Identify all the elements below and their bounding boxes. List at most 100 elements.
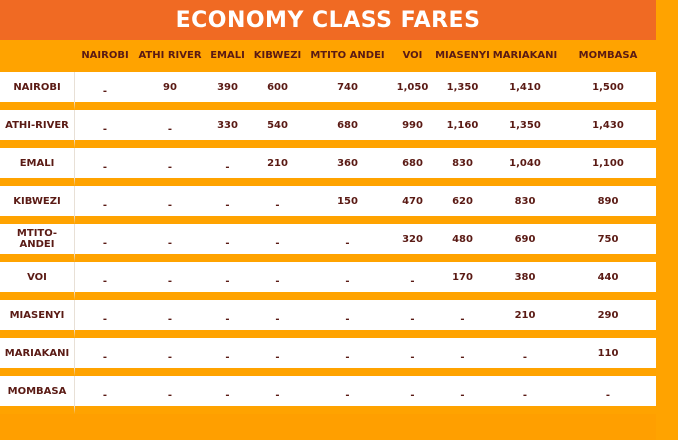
- fare-value: -: [102, 161, 108, 173]
- fare-cell: -: [250, 376, 305, 414]
- fare-value: 1,350: [509, 119, 541, 131]
- fare-value: 380: [514, 271, 536, 283]
- fare-value: -: [275, 275, 280, 287]
- fare-value: -: [225, 199, 230, 211]
- title-bar: ECONOMY CLASS FARES: [0, 0, 656, 40]
- fare-cell: 440: [560, 262, 656, 300]
- fare-value: -: [345, 313, 350, 325]
- row-header: KIBWEZI: [0, 186, 75, 224]
- fare-value: -: [225, 275, 230, 287]
- row-header: MOMBASA: [0, 376, 75, 414]
- fare-cell: -: [75, 262, 135, 300]
- fare-value: 1,430: [592, 119, 624, 131]
- column-header: KIBWEZI: [250, 40, 305, 72]
- fare-cell: -: [205, 224, 250, 262]
- fare-value: -: [102, 199, 108, 211]
- fare-value: -: [275, 237, 280, 249]
- fare-value: 1,040: [509, 157, 541, 169]
- fare-value: 110: [597, 347, 619, 359]
- fare-cell: -: [305, 338, 390, 376]
- fare-value: -: [102, 351, 108, 363]
- fare-cell: 380: [490, 262, 560, 300]
- fare-cell: 390: [205, 72, 250, 110]
- fare-value: 830: [452, 157, 473, 169]
- fare-value: -: [522, 389, 528, 401]
- fare-cell: -: [135, 110, 205, 148]
- fare-cell: -: [305, 376, 390, 414]
- fare-cell: -: [75, 148, 135, 186]
- column-header: ATHI RIVER: [135, 40, 205, 72]
- table-row: MIASENYI - - - - - - - 210 290: [0, 300, 656, 338]
- fare-cell: -: [75, 224, 135, 262]
- fare-value: -: [167, 275, 173, 287]
- fare-value: 210: [514, 309, 536, 321]
- fare-cell: -: [390, 300, 435, 338]
- fare-value: 390: [217, 81, 238, 93]
- fare-value: -: [225, 351, 230, 363]
- column-header: MTITO ANDEI: [305, 40, 390, 72]
- fare-value: -: [345, 389, 350, 401]
- fare-cell: -: [560, 376, 656, 414]
- fare-cell: -: [490, 338, 560, 376]
- fare-value: 290: [597, 309, 619, 321]
- fare-value: -: [225, 161, 230, 173]
- fare-value: -: [345, 275, 350, 287]
- fare-cell: -: [75, 338, 135, 376]
- fare-cell: -: [435, 338, 490, 376]
- fare-cell: -: [135, 300, 205, 338]
- fare-value: -: [275, 199, 280, 211]
- fare-value: -: [460, 313, 465, 325]
- fare-value: -: [460, 351, 465, 363]
- fare-cell: 1,350: [435, 72, 490, 110]
- fare-cell: -: [135, 338, 205, 376]
- column-header: MARIAKANI: [490, 40, 560, 72]
- fare-value: 330: [217, 119, 238, 131]
- table-row: MARIAKANI - - - - - - - - 110: [0, 338, 656, 376]
- fare-cell: -: [435, 376, 490, 414]
- fare-cell: -: [205, 338, 250, 376]
- fare-value: -: [410, 389, 415, 401]
- fare-value: -: [167, 389, 173, 401]
- fare-value: -: [167, 123, 173, 135]
- fare-value: 1,500: [592, 81, 624, 93]
- fare-cell: 330: [205, 110, 250, 148]
- fare-cell: -: [435, 300, 490, 338]
- fare-value: -: [460, 389, 465, 401]
- fare-cell: 1,040: [490, 148, 560, 186]
- fare-cell: -: [205, 300, 250, 338]
- fare-value: -: [167, 313, 173, 325]
- fares-table: NAIROBI ATHI RIVER EMALI KIBWEZI MTITO A…: [0, 40, 656, 414]
- right-border-strip: [656, 0, 678, 440]
- table-row: VOI - - - - - - 170 380 440: [0, 262, 656, 300]
- fare-cell: 540: [250, 110, 305, 148]
- fare-value: -: [102, 85, 108, 97]
- fare-cell: -: [75, 186, 135, 224]
- fare-cell: -: [135, 376, 205, 414]
- fare-cell: 470: [390, 186, 435, 224]
- fare-cell: -: [205, 376, 250, 414]
- fare-cell: 360: [305, 148, 390, 186]
- fare-cell: -: [135, 186, 205, 224]
- fare-value: 830: [514, 195, 536, 207]
- fare-cell: -: [390, 376, 435, 414]
- fare-cell: 750: [560, 224, 656, 262]
- fare-cell: 1,100: [560, 148, 656, 186]
- fare-cell: 1,160: [435, 110, 490, 148]
- fare-cell: -: [135, 148, 205, 186]
- fare-cell: -: [390, 262, 435, 300]
- fare-value: 480: [452, 233, 473, 245]
- fare-value: -: [167, 237, 173, 249]
- table-row: EMALI - - - 210 360 680 830 1,040 1,100: [0, 148, 656, 186]
- fare-value: -: [410, 313, 415, 325]
- fare-value: -: [102, 275, 108, 287]
- fare-value: -: [410, 351, 415, 363]
- fare-value: -: [275, 389, 280, 401]
- fare-value: 440: [597, 271, 619, 283]
- fare-cell: -: [135, 224, 205, 262]
- fare-cell: -: [205, 186, 250, 224]
- fare-value: -: [522, 351, 528, 363]
- fare-cell: 680: [305, 110, 390, 148]
- page-title: ECONOMY CLASS FARES: [175, 7, 481, 33]
- fare-value: 320: [402, 233, 423, 245]
- fare-cell: 1,050: [390, 72, 435, 110]
